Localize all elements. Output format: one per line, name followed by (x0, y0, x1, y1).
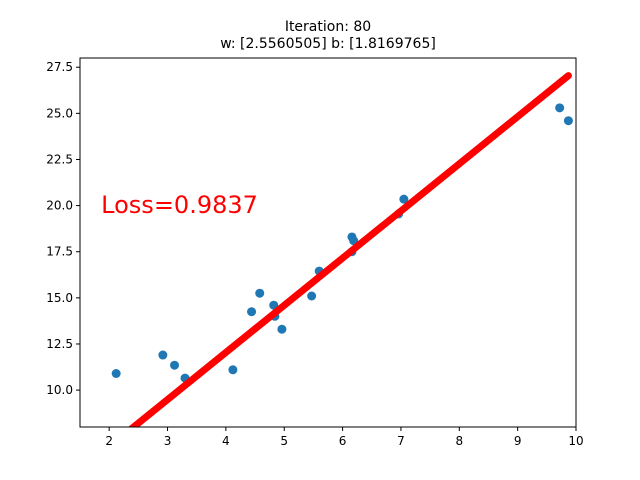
x-axis: 2 3 4 5 6 7 8 9 10 (105, 427, 584, 448)
data-point (255, 288, 265, 298)
chart-title: Iteration: 80 (285, 19, 371, 35)
data-point (563, 116, 573, 126)
fit-line-layer (128, 72, 572, 427)
x-tick-label: 6 (339, 434, 347, 448)
data-point (277, 324, 287, 334)
y-tick-label: 12.5 (46, 337, 73, 351)
y-axis: 10.0 12.5 15.0 17.5 20.0 22.5 25.0 27.5 (46, 60, 80, 397)
axes-frame (79, 57, 577, 428)
annotation-layer: Loss=0.9837 (101, 191, 258, 219)
data-point (111, 368, 121, 378)
x-tick-label: 3 (164, 434, 172, 448)
plot-area: Loss=0.9837 (79, 57, 577, 428)
x-tick-label: 2 (105, 434, 113, 448)
x-tick-label: 8 (455, 434, 463, 448)
x-tick-label: 4 (222, 434, 230, 448)
y-tick-label: 22.5 (46, 152, 73, 166)
data-point (247, 307, 257, 317)
y-tick-label: 20.0 (46, 199, 73, 213)
data-point (399, 194, 409, 204)
fit-line (128, 72, 572, 427)
chart-title-group: Iteration: 80 w: [2.5560505] b: [1.81697… (220, 19, 436, 52)
data-points-layer (111, 103, 573, 383)
loss-annotation: Loss=0.9837 (101, 191, 258, 219)
y-tick-label: 15.0 (46, 291, 73, 305)
y-tick-label: 25.0 (46, 106, 73, 120)
chart-subtitle: w: [2.5560505] b: [1.8169765] (220, 36, 436, 52)
data-point (170, 360, 180, 370)
x-tick-label: 5 (280, 434, 288, 448)
y-tick-label: 10.0 (46, 383, 73, 397)
data-point (307, 291, 317, 301)
x-tick-label: 7 (397, 434, 405, 448)
x-tick-label: 9 (514, 434, 522, 448)
y-tick-label: 27.5 (46, 60, 73, 74)
data-point (228, 365, 238, 375)
x-tick-label: 10 (568, 434, 583, 448)
y-tick-label: 17.5 (46, 245, 73, 259)
data-point (555, 103, 565, 113)
data-point (158, 350, 168, 360)
